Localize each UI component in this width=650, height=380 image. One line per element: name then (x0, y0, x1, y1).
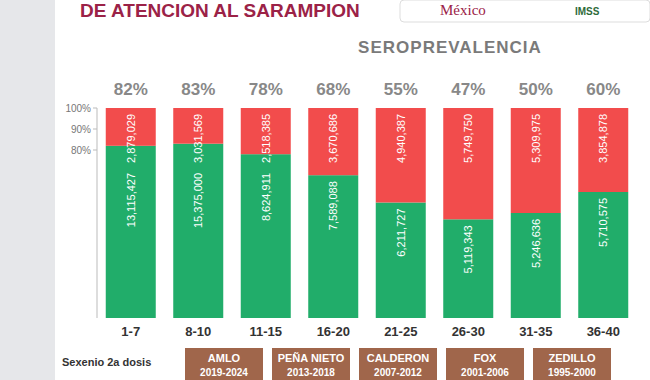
annotation-text: CALDERON (367, 352, 429, 364)
annotation-subtext: 2007-2012 (374, 367, 422, 378)
chart-root: DE ATENCION AL SARAMPION México IMSS SEROPR… (0, 0, 650, 380)
count-label: 5,119,343 (462, 225, 474, 273)
annotation-text: AMLO (208, 352, 241, 364)
bar-segment (308, 175, 358, 318)
x-tick-label: 8-10 (185, 324, 211, 339)
x-tick-label: 21-25 (384, 324, 417, 339)
count-label: 3,670,686 (327, 114, 339, 163)
y-tick-label: 90% (71, 124, 91, 135)
bar-segment (443, 219, 493, 318)
count-label: 5,710,575 (597, 198, 609, 247)
percent-label: 55% (384, 80, 418, 99)
annotation-text: PEÑA NIETO (278, 352, 345, 364)
annotation-box (359, 348, 437, 380)
annotation-text: FOX (474, 352, 497, 364)
x-tick-label: 11-15 (249, 324, 282, 339)
annotation-box (272, 348, 350, 380)
y-tick-label: 100% (65, 103, 91, 114)
count-label: 6,211,727 (395, 209, 407, 257)
count-label: 5,309,975 (530, 114, 542, 163)
x-tick-label: 31-35 (519, 324, 552, 339)
bar-segment (443, 108, 493, 219)
count-label: 5,749,750 (462, 114, 474, 163)
percent-label: 50% (519, 80, 553, 99)
x-label: Sexenio 2a dosis (62, 356, 151, 368)
count-label: 2,879,029 (125, 114, 137, 163)
annotation-subtext: 2019-2024 (200, 367, 248, 378)
count-label: 5,246,636 (530, 219, 542, 268)
bar-segment (173, 144, 223, 318)
count-label: 3,854,878 (597, 114, 609, 163)
annotation-subtext: 2001-2006 (461, 367, 509, 378)
count-label: 3,031,569 (192, 114, 204, 163)
count-label: 7,589,088 (327, 181, 339, 230)
x-tick-label: 26-30 (452, 324, 485, 339)
header-title: DE ATENCION AL SARAMPION (80, 0, 360, 21)
chart-title: SEROPREVALENCIA (358, 38, 542, 57)
x-tick-label: 36-40 (587, 324, 620, 339)
bar-segment (106, 146, 156, 318)
annotation-subtext: 1995-2000 (548, 367, 596, 378)
annotation-subtext: 2013-2018 (287, 367, 335, 378)
annotation-text: ZEDILLO (548, 352, 595, 364)
bar-segment (241, 154, 291, 318)
data-labels: 2,879,029 3,031,569 2,518,385 3,670,686 4,94… (114, 80, 621, 273)
x-tick-label: 16-20 (317, 324, 350, 339)
y-tick (93, 108, 97, 109)
bar-segment (308, 108, 358, 175)
count-label: 8,624,911 (260, 173, 272, 221)
percent-label: 83% (181, 80, 215, 99)
bar-segment (578, 108, 628, 192)
y-tick-label: 80% (71, 145, 91, 156)
annotation-box (185, 348, 263, 380)
slide (55, 0, 650, 380)
percent-label: 60% (586, 80, 620, 99)
y-tick (93, 129, 97, 130)
y-tick (93, 150, 97, 151)
bars (106, 108, 629, 318)
annotation-box (533, 348, 611, 380)
percent-label: 82% (114, 80, 148, 99)
percent-label: 78% (249, 80, 283, 99)
count-label: 13,115,427 (125, 173, 137, 227)
bar-segment (511, 108, 561, 213)
bar-segment (376, 108, 426, 203)
annotation-box (446, 348, 524, 380)
count-label: 2,518,385 (260, 114, 272, 163)
logo-imss: IMSS (575, 6, 600, 17)
y-axis-line (97, 108, 98, 318)
bar-segment (511, 213, 561, 318)
logo: México (440, 2, 486, 18)
percent-label: 47% (451, 80, 485, 99)
logo-box (400, 0, 650, 22)
bar-segment (376, 203, 426, 319)
x-tick-label: 1-7 (121, 324, 140, 339)
count-label: 4,940,387 (395, 114, 407, 163)
bar-segment (578, 192, 628, 318)
percent-label: 68% (316, 80, 350, 99)
count-label: 15,375,000 (192, 173, 204, 228)
